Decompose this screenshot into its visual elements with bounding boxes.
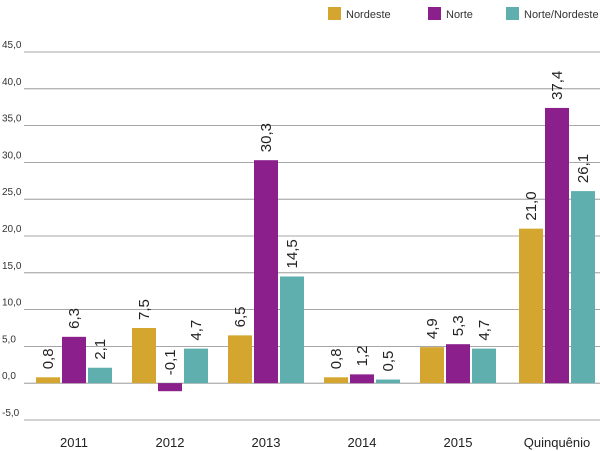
legend-label: Norte/Nordeste [524,9,599,21]
bar-norte-2011 [62,336,86,384]
data-label: 4,7 [476,320,493,341]
data-label: 14,5 [284,239,301,268]
data-label: -0,1 [162,349,179,375]
bar-norte-2015 [446,344,470,384]
bar-nordeste-quinquênio [519,228,543,384]
x-tick-label: 2012 [156,435,185,450]
data-label: 4,9 [424,318,441,339]
legend-swatch [506,7,519,20]
bar-norte-2014 [350,374,374,384]
bar-norte-2013 [254,160,278,384]
bar-norte-nordeste-2015 [472,348,496,384]
y-tick-label: 40,0 [2,77,22,88]
x-tick-label: 2011 [60,435,88,450]
data-label: 0,5 [380,351,397,372]
data-label: 2,1 [92,339,109,360]
bar-nordeste-2013 [228,335,252,384]
legend-label: Norte [446,9,473,21]
bar-norte-2012 [158,383,182,392]
bar-norte-quinquênio [545,107,569,384]
bar-norte-nordeste-2014 [376,379,400,384]
bar-nordeste-2011 [36,377,60,384]
legend-swatch [328,7,341,20]
data-label: 4,7 [188,320,205,341]
y-tick-label: 15,0 [2,261,22,272]
data-label: 37,4 [549,71,566,100]
data-label: 0,8 [40,348,57,369]
legend: Nordeste Norte Norte/Nordeste [328,7,599,21]
y-tick-label: 45,0 [2,40,22,51]
x-tick-label: Quinquênio [524,435,591,450]
y-axis: -5,0 0,0 5,0 10,0 15,0 20,0 25,0 30,0 35,0 40,0 45… [2,40,22,419]
y-tick-label: 20,0 [2,224,22,235]
bar-nordeste-2012 [132,328,156,384]
y-tick-label: 5,0 [2,334,16,345]
data-labels: 0,8 6,3 2,1 7,5 -0,1 4,7 6,5 30,3 14,5 0,8 1,2 0,5 4… [40,71,592,375]
x-tick-label: 2015 [444,435,473,450]
data-label: 0,8 [328,348,345,369]
bars [36,107,595,392]
x-tick-label: 2013 [252,435,281,450]
data-label: 5,3 [450,315,467,336]
x-axis: 2011 2012 2013 2014 2015 Quinquênio [60,435,590,450]
data-label: 1,2 [354,346,371,367]
data-label: 7,5 [136,299,153,320]
y-tick-label: 30,0 [2,150,22,161]
data-label: 6,5 [232,307,249,328]
y-tick-label: 10,0 [2,298,22,309]
bar-norte-nordeste-2011 [88,367,112,384]
y-tick-label: 0,0 [2,371,16,382]
bar-norte-nordeste-2012 [184,348,208,384]
data-label: 6,3 [66,308,83,329]
bar-nordeste-2015 [420,347,444,384]
x-tick-label: 2014 [348,435,377,450]
legend-swatch [428,7,441,20]
y-tick-label: 25,0 [2,187,22,198]
data-label: 26,1 [575,154,592,183]
data-label: 21,0 [523,191,540,220]
data-label: 30,3 [258,123,275,152]
bar-norte-nordeste-quinquênio [571,191,595,384]
y-tick-label: -5,0 [2,408,20,419]
legend-label: Nordeste [346,9,391,21]
y-tick-label: 35,0 [2,114,22,125]
bar-nordeste-2014 [324,377,348,384]
gridlines [24,51,600,421]
bar-norte-nordeste-2013 [280,276,304,384]
